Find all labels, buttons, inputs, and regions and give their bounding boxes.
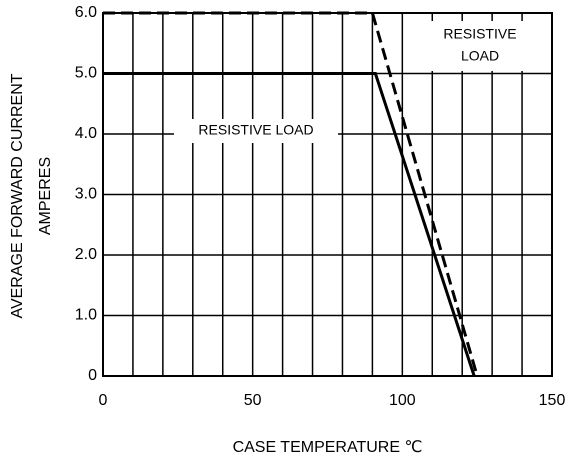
x-tick-label: 0 bbox=[99, 392, 108, 409]
y-tick-label: 5.0 bbox=[75, 65, 97, 82]
x-tick-label: 50 bbox=[244, 392, 262, 409]
y-tick-label: 6.0 bbox=[75, 4, 97, 21]
annotation-box bbox=[419, 21, 541, 71]
x-tick-label: 150 bbox=[539, 392, 566, 409]
annotation-box bbox=[174, 119, 338, 143]
x-axis-title: CASE TEMPERATURE ℃ bbox=[233, 439, 423, 456]
data-line bbox=[103, 72, 476, 377]
y-tick-label: 3.0 bbox=[75, 186, 97, 203]
y-tick-label: 4.0 bbox=[75, 125, 97, 142]
y-tick-label: 0 bbox=[88, 367, 97, 384]
annotation: LOAD bbox=[461, 48, 499, 64]
annotation: RESISTIVE LOAD bbox=[198, 122, 313, 138]
y-tick-label: 1.0 bbox=[75, 307, 97, 324]
x-tick-label: 100 bbox=[389, 392, 416, 409]
y-axis-title: AMPERES bbox=[37, 157, 54, 235]
y-tick-label: 2.0 bbox=[75, 246, 97, 263]
y-axis-title: AVERAGE FORWARD CURRENT bbox=[9, 73, 26, 318]
annotation: RESISTIVE bbox=[443, 26, 516, 42]
